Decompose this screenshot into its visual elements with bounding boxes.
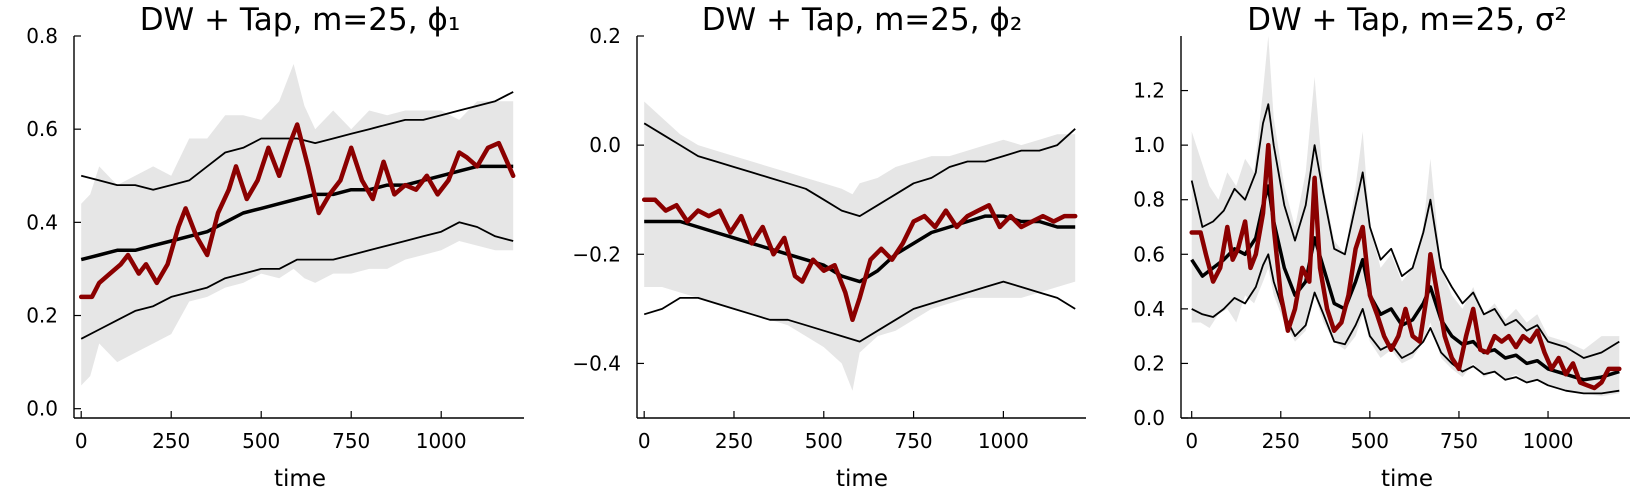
upper-quantile-line xyxy=(643,122,1076,218)
y-tick-label: −0.2 xyxy=(572,242,621,266)
x-tick-label: 0 xyxy=(1185,429,1198,453)
y-tick-label: 0.8 xyxy=(26,24,58,48)
panel-phi1: DW + Tap, m=25, ϕ₁ time 0 250 500 750 1000 0.… xyxy=(26,2,524,492)
upper-quantile-line xyxy=(80,91,514,191)
y-tick-label: 0.4 xyxy=(26,210,58,234)
x-tick-label: 1000 xyxy=(1523,429,1574,453)
x-tick-label: 500 xyxy=(1351,429,1389,453)
x-axis-label: time xyxy=(274,466,326,492)
chart-title: DW + Tap, m=25, ϕ₂ xyxy=(702,2,1023,38)
chart-title: DW + Tap, m=25, ϕ₁ xyxy=(140,2,461,38)
median-line xyxy=(80,164,514,262)
true-value-line xyxy=(641,197,1078,323)
true-value-line xyxy=(1189,142,1622,391)
x-tick-label: 250 xyxy=(152,429,190,453)
lower-quantile-line xyxy=(643,280,1076,343)
x-tick-label: 750 xyxy=(332,429,370,453)
y-tick-label: 0.8 xyxy=(1133,188,1165,212)
lower-quantile-line xyxy=(80,221,514,340)
x-axis-label: time xyxy=(1381,466,1433,492)
y-tick-label: 1.0 xyxy=(1133,133,1165,157)
panel-phi2: DW + Tap, m=25, ϕ₂ time 0 250 500 750 1000 −0… xyxy=(572,2,1086,492)
credible-band xyxy=(644,101,1076,391)
y-tick-label: 1.2 xyxy=(1133,79,1165,103)
y-tick-label: 0.0 xyxy=(589,133,621,157)
median-line xyxy=(644,214,1076,284)
x-tick-label: 750 xyxy=(894,429,932,453)
y-tick-label: −0.4 xyxy=(572,351,621,375)
credible-band xyxy=(81,64,514,386)
x-tick-label: 500 xyxy=(242,429,280,453)
y-tick-label: 0.6 xyxy=(1133,242,1165,266)
y-tick-label: 0.2 xyxy=(26,304,58,328)
y-tick-label: 0.6 xyxy=(26,117,58,141)
x-tick-label: 0 xyxy=(75,429,88,453)
true-value-line xyxy=(78,122,516,300)
x-axis-label: time xyxy=(836,466,888,492)
lower-quantile-line xyxy=(1191,253,1620,395)
y-tick-label: 0.4 xyxy=(1133,297,1165,321)
x-tick-label: 250 xyxy=(1262,429,1300,453)
x-tick-label: 1000 xyxy=(978,429,1029,453)
y-tick-label: 0.0 xyxy=(1133,406,1165,430)
y-tick-label: 0.0 xyxy=(26,397,58,421)
y-tick-label: 0.2 xyxy=(589,24,621,48)
credible-band xyxy=(1191,36,1620,397)
x-tick-label: 250 xyxy=(715,429,753,453)
y-tick-label: 0.2 xyxy=(1133,351,1165,375)
chart-title: DW + Tap, m=25, σ² xyxy=(1247,2,1567,38)
upper-quantile-line xyxy=(1190,103,1620,359)
panel-sigma2: DW + Tap, m=25, σ² time 0 250 500 750 1000 0.… xyxy=(1133,2,1630,492)
x-tick-label: 750 xyxy=(1440,429,1478,453)
x-tick-label: 1000 xyxy=(416,429,467,453)
x-tick-label: 500 xyxy=(805,429,843,453)
x-tick-label: 0 xyxy=(638,429,651,453)
